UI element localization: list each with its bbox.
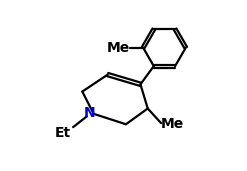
- Text: Et: Et: [55, 126, 71, 140]
- Text: Me: Me: [161, 117, 184, 131]
- Text: N: N: [83, 106, 95, 120]
- Text: Me: Me: [107, 41, 130, 55]
